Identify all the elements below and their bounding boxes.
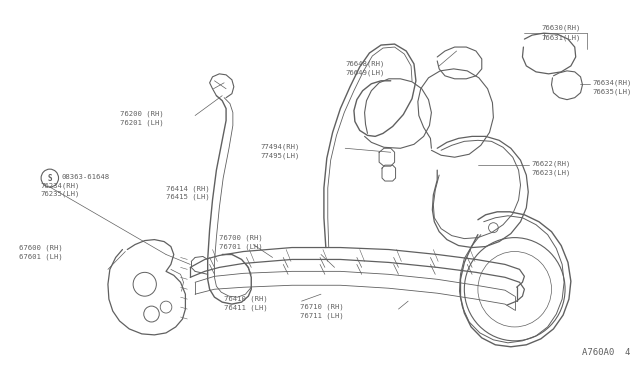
Text: 76623(LH): 76623(LH) bbox=[531, 169, 570, 176]
Text: 76235(LH): 76235(LH) bbox=[40, 191, 79, 198]
Text: 67601 (LH): 67601 (LH) bbox=[19, 253, 63, 260]
Text: 76234(RH): 76234(RH) bbox=[40, 182, 79, 189]
Text: 76630(RH): 76630(RH) bbox=[542, 25, 581, 31]
Text: 76701 (LH): 76701 (LH) bbox=[220, 244, 263, 250]
Text: 77495(LH): 77495(LH) bbox=[261, 152, 300, 159]
Text: 76649(LH): 76649(LH) bbox=[345, 70, 385, 76]
Text: 76622(RH): 76622(RH) bbox=[531, 160, 570, 167]
Text: 77494(RH): 77494(RH) bbox=[261, 143, 300, 150]
Text: 76710 (RH): 76710 (RH) bbox=[300, 303, 344, 310]
Text: 76411 (LH): 76411 (LH) bbox=[224, 304, 268, 311]
Text: 76410 (RH): 76410 (RH) bbox=[224, 295, 268, 302]
Text: 76414 (RH): 76414 (RH) bbox=[166, 185, 210, 192]
Text: A760A0  4: A760A0 4 bbox=[582, 348, 631, 357]
Text: 76700 (RH): 76700 (RH) bbox=[220, 235, 263, 241]
Text: 76711 (LH): 76711 (LH) bbox=[300, 312, 344, 318]
Text: S: S bbox=[47, 174, 52, 183]
Text: 76648(RH): 76648(RH) bbox=[345, 61, 385, 67]
Text: 08363-61648: 08363-61648 bbox=[61, 174, 109, 180]
Text: 76415 (LH): 76415 (LH) bbox=[166, 194, 210, 201]
Text: 76200 (RH): 76200 (RH) bbox=[120, 110, 163, 117]
Text: 76631(LH): 76631(LH) bbox=[542, 35, 581, 41]
Text: 76201 (LH): 76201 (LH) bbox=[120, 119, 163, 126]
Text: 76635(LH): 76635(LH) bbox=[592, 89, 632, 95]
Text: 76634(RH): 76634(RH) bbox=[592, 80, 632, 86]
Text: 67600 (RH): 67600 (RH) bbox=[19, 244, 63, 251]
